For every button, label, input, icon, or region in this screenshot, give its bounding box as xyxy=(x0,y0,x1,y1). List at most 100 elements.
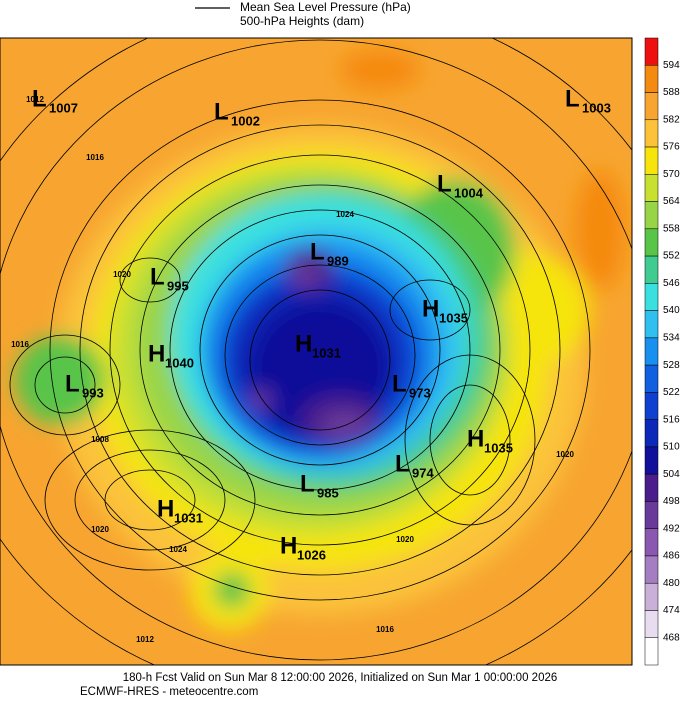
colorbar-label: 564 xyxy=(663,196,680,207)
legend-text: Mean Sea Level Pressure (hPa) xyxy=(240,0,411,14)
isobar xyxy=(74,449,226,551)
contour-label: 1016 xyxy=(86,153,104,162)
footer-text: ECMWF-HRES - meteocentre.com xyxy=(80,686,258,698)
colorbar-swatch xyxy=(644,65,659,93)
isobar xyxy=(199,234,441,466)
colorbar-swatch xyxy=(644,555,659,584)
colorbar-label: 516 xyxy=(663,414,680,425)
center-value: 1035 xyxy=(484,440,513,455)
center-letter: L xyxy=(32,85,47,112)
center-letter: H xyxy=(280,532,297,559)
colorbar-label: 594 xyxy=(663,60,680,71)
colorbar-label: 486 xyxy=(663,551,680,562)
center-value: 993 xyxy=(82,385,104,400)
colorbar-label: 522 xyxy=(663,387,680,398)
center-letter: H xyxy=(148,340,165,367)
center-letter: L xyxy=(310,238,325,265)
colorbar-swatch xyxy=(644,419,659,448)
center-letter: H xyxy=(157,495,174,522)
contour-label: 1024 xyxy=(169,545,187,554)
colorbar-label: 474 xyxy=(663,605,680,616)
colorbar-swatch xyxy=(644,528,659,557)
colorbar-swatch xyxy=(644,37,659,66)
footer-text: 180-h Fcst Valid on Sun Mar 8 12:00:00 2… xyxy=(123,672,558,684)
colorbar-swatch xyxy=(644,174,659,202)
colorbar-label: 480 xyxy=(663,578,680,589)
center-value: 1031 xyxy=(174,510,203,525)
contour-label: 1024 xyxy=(336,210,354,219)
isobar xyxy=(224,264,416,446)
field-blob xyxy=(575,170,625,290)
isobar xyxy=(109,154,531,546)
legend-text: 500-hPa Heights (dam) xyxy=(240,14,364,28)
colorbar-swatch xyxy=(644,146,659,175)
colorbar-swatch xyxy=(644,501,659,529)
isobar xyxy=(429,384,511,496)
center-letter: L xyxy=(300,470,315,497)
isobar xyxy=(79,124,561,576)
contour-label: 1016 xyxy=(11,340,29,349)
isobar xyxy=(34,356,96,414)
isobar xyxy=(0,39,632,661)
colorbar-swatch xyxy=(644,228,659,257)
colorbar-label: 588 xyxy=(663,87,680,98)
center-value: 995 xyxy=(167,278,189,293)
colorbar-label: 498 xyxy=(663,496,680,507)
isobar xyxy=(169,209,471,491)
center-value: 974 xyxy=(412,465,434,480)
center-letter: H xyxy=(422,295,439,322)
center-value: 1007 xyxy=(49,100,78,115)
center-value: 989 xyxy=(327,253,349,268)
field-blob xyxy=(340,50,420,90)
center-value: 1003 xyxy=(582,100,611,115)
colorbar-swatch xyxy=(644,310,659,339)
isobar xyxy=(44,429,256,571)
center-letter: H xyxy=(295,330,312,357)
colorbar-label: 552 xyxy=(663,251,680,262)
colorbar-label: 558 xyxy=(663,223,680,234)
colorbar-swatch xyxy=(644,92,659,121)
colorbar-label: 540 xyxy=(663,305,680,316)
colorbar-swatch xyxy=(644,637,659,666)
colorbar-label: 534 xyxy=(663,333,680,344)
contour-label: 1016 xyxy=(376,625,394,634)
colorbar-label: 546 xyxy=(663,278,680,289)
colorbar: 594 588 582 576 570 564 558 552 546 540 534 528 522 5… xyxy=(644,37,680,666)
center-letter: L xyxy=(437,170,452,197)
center-value: 1004 xyxy=(454,185,484,200)
colorbar-swatch xyxy=(644,446,659,475)
colorbar-label: 510 xyxy=(663,442,680,453)
contour-label: 1012 xyxy=(136,635,154,644)
isobar xyxy=(49,99,591,601)
center-value: 985 xyxy=(317,485,339,500)
field-blob xyxy=(15,335,105,425)
colorbar-label: 576 xyxy=(663,142,680,153)
center-letter: L xyxy=(395,450,410,477)
colorbar-swatch xyxy=(644,610,659,638)
center-value: 973 xyxy=(409,385,431,400)
colorbar-swatch xyxy=(644,337,659,366)
colorbar-swatch xyxy=(644,473,659,502)
contour-label: 1020 xyxy=(113,270,131,279)
isobar xyxy=(104,469,196,531)
center-letter: L xyxy=(150,263,165,290)
map-frame xyxy=(0,37,633,666)
center-value: 1002 xyxy=(231,113,260,128)
center-letter: L xyxy=(565,85,580,112)
center-letter: L xyxy=(65,370,80,397)
contour-label: 1008 xyxy=(91,435,109,444)
colorbar-swatch xyxy=(644,582,659,611)
colorbar-swatch xyxy=(644,283,659,311)
colorbar-label: 468 xyxy=(663,632,680,643)
isobar xyxy=(139,184,501,516)
colorbar-label: 504 xyxy=(663,469,680,480)
center-value: 1031 xyxy=(312,345,341,360)
contour-label: 1012 xyxy=(26,95,44,104)
colorbar-swatch xyxy=(644,392,659,420)
contour-label: 1020 xyxy=(396,535,414,544)
center-letter: L xyxy=(392,370,407,397)
contour-label: 1020 xyxy=(91,525,109,534)
field-blob xyxy=(290,263,320,287)
